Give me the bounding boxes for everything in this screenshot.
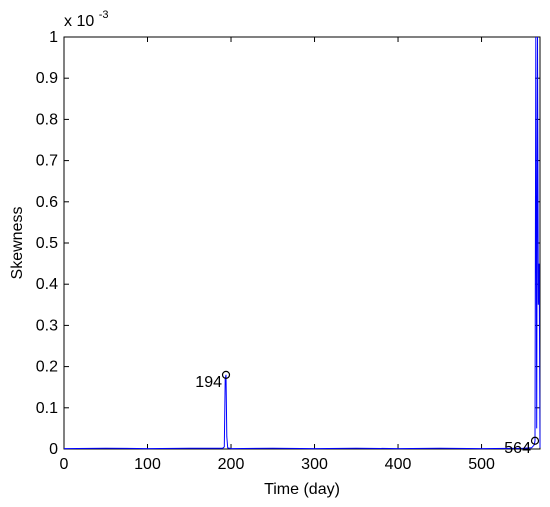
annotation-layer: 194 564 (195, 370, 540, 457)
annotation-label: 194 (195, 374, 222, 391)
y-tick-label: 0.9 (36, 70, 58, 87)
y-axis-label: Skewness (9, 207, 26, 280)
x-axis-label: Time (day) (264, 481, 340, 498)
y-exponent-power: -3 (99, 9, 109, 21)
y-tick-label: 0.4 (36, 276, 58, 293)
y-tick-label: 0.5 (36, 235, 58, 252)
x-tick-label: 100 (134, 456, 161, 473)
ticks-layer: 0 100 200 300 400 500 0 0.1 0.2 0.3 0.4 0.5 0.6 0.7 0.… (36, 29, 540, 473)
y-tick-label: 0.3 (36, 317, 58, 334)
y-tick-label: 0.8 (36, 111, 58, 128)
y-exponent-label: x 10 -3 (64, 9, 108, 30)
x-tick-label: 500 (468, 456, 495, 473)
y-tick-label: 1 (49, 29, 58, 46)
x-tick-label: 200 (218, 456, 245, 473)
annotation-marker (221, 370, 231, 379)
x-tick-label: 400 (385, 456, 412, 473)
y-tick-label: 0.2 (36, 359, 58, 376)
x-tick-label: 300 (301, 456, 328, 473)
plot-area (63, 36, 541, 450)
annotation-label: 564 (504, 440, 531, 457)
y-tick-label: 0.6 (36, 194, 58, 211)
series-layer (63, 36, 541, 450)
series-line (63, 36, 541, 450)
annotation-marker (530, 436, 540, 445)
y-tick-label: 0.1 (36, 400, 58, 417)
y-tick-label: 0.7 (36, 153, 58, 170)
x-tick-label: 0 (60, 456, 69, 473)
y-exponent-base: x 10 (64, 13, 94, 30)
y-tick-label: 0 (49, 441, 58, 458)
